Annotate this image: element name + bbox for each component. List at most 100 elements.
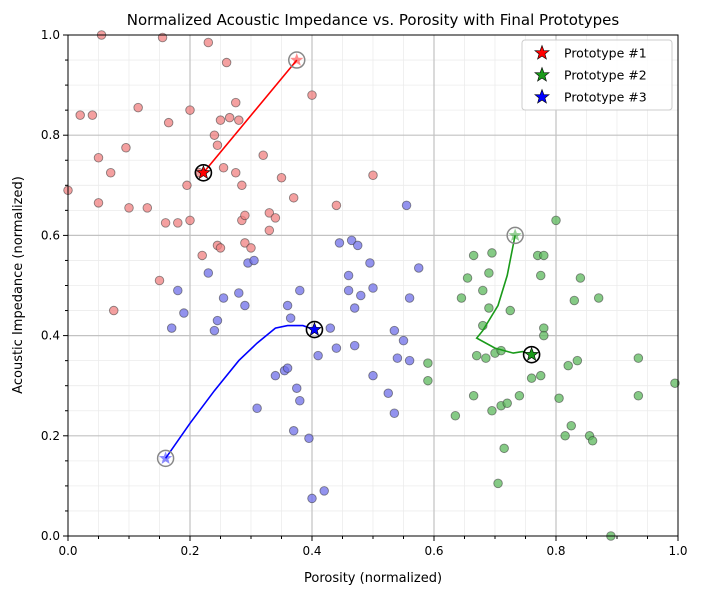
blue-point [389,325,400,336]
red-point [212,140,223,150]
y-tick-label: 0.0 [41,529,60,543]
blue-point [166,323,177,333]
y-axis-label: Acoustic Impedance (normalized) [11,176,26,394]
green-point [484,268,494,278]
green-point [536,370,546,381]
green-point [566,421,577,431]
red-point [93,198,104,208]
green-point [569,295,580,306]
prototype-2-path [475,235,532,356]
x-tick-label: 1.0 [668,544,687,558]
green-point [633,353,644,363]
red-point [368,170,378,181]
red-point [142,203,153,213]
blue-point [404,293,415,303]
prototype-3-start-ring [156,449,175,468]
blue-point [313,350,323,361]
green-point [423,375,433,386]
legend-label-2: Prototype #2 [564,68,647,83]
blue-point [398,335,409,346]
blue-point [209,325,220,336]
green-point [478,285,488,296]
green-point [468,390,479,401]
green-point [499,443,509,454]
red-point [185,215,195,226]
blue-point [270,370,281,381]
green-point [487,248,497,258]
red-point [276,173,287,183]
red-point [270,213,281,223]
blue-point [240,300,250,311]
blue-point [383,388,394,398]
prototype-3-start-star [158,451,173,465]
blue-point [343,285,354,296]
x-tick-label: 0.8 [546,544,565,558]
red-point [75,110,85,120]
legend-star-3 [534,88,550,104]
blue-point [203,268,214,278]
red-point [258,150,268,160]
blue-point [249,255,259,266]
green-point [551,215,561,226]
blue-point [356,290,366,301]
green-point [670,378,680,388]
green-point [560,431,570,441]
prototype-3-final-star [306,321,322,336]
prototype-2-start-ring [506,226,524,245]
green-point [481,353,491,363]
red-point [240,238,250,248]
x-tick-label: 0.2 [180,544,199,558]
green-point [484,303,494,313]
x-tick-label: 0.6 [424,544,443,558]
green-point [539,250,549,261]
red-point [331,200,342,211]
blue-point [295,395,305,406]
blue-point [346,235,357,246]
green-point [575,273,586,283]
green-point [493,478,503,489]
blue-point [404,355,415,366]
blue-point [282,363,293,373]
green-point [587,436,598,446]
red-point [203,37,214,48]
red-point [234,115,244,125]
y-tick-label: 1.0 [41,28,60,42]
blue-point [212,315,223,326]
red-point [230,97,241,108]
grid-lines [68,35,678,536]
green-point [593,293,604,303]
x-tick-label: 0.4 [302,544,321,558]
green-point [633,390,644,401]
prototype-1-start-ring [288,51,306,69]
green-point [450,411,461,421]
blue-point [353,240,363,251]
red-point [105,168,116,178]
blue-point [325,323,336,333]
red-point [160,218,171,228]
blue-point [173,285,183,296]
chart-title: Normalized Acoustic Impedance vs. Porosi… [127,11,620,29]
prototype-3-final-ring [305,320,324,339]
red-point [240,210,250,221]
green-point [505,305,516,316]
blue-point [414,263,424,273]
red-point [288,193,299,203]
red-point [237,180,247,191]
y-tick-label: 0.8 [41,128,60,142]
blue-point [368,370,378,381]
y-tick-label: 0.4 [41,329,60,343]
blue-point [288,426,299,436]
red-point [224,112,235,123]
blue-point [307,493,317,504]
green-point [471,350,482,361]
red-point [215,243,226,253]
red-point [230,168,241,178]
blue-point [389,408,400,419]
red-point [185,105,195,115]
y-tick-label: 0.6 [41,228,60,242]
axes: 0.0 0.2 0.4 0.6 0.8 1.0 0.0 0.2 0.4 0.6 0.8 1.0 [41,28,688,558]
red-point [182,180,192,191]
blue-point [304,433,314,444]
green-point [468,250,479,261]
legend-star-2 [534,66,550,82]
